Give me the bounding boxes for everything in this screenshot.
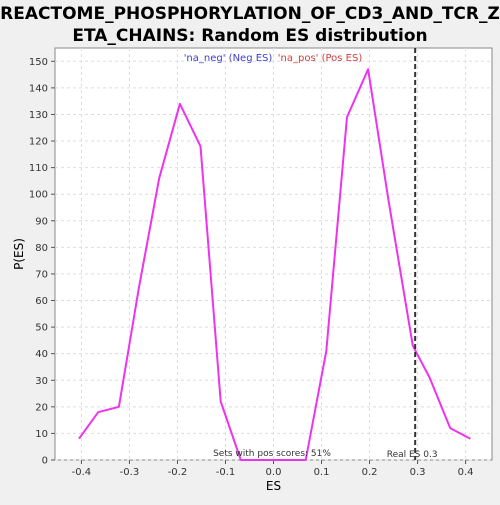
x-tick-label: -0.1 bbox=[216, 467, 236, 478]
x-tick-label: -0.4 bbox=[72, 467, 92, 478]
chart-title-line: ETA_CHAINS: Random ES distribution bbox=[72, 26, 427, 46]
y-tick-label: 30 bbox=[35, 376, 48, 387]
y-tick-label: 110 bbox=[29, 163, 48, 174]
y-tick-label: 70 bbox=[35, 269, 48, 280]
x-tick-label: 0.4 bbox=[458, 467, 474, 478]
y-tick-label: 60 bbox=[35, 296, 48, 307]
y-tick-label: 20 bbox=[35, 402, 48, 413]
y-axis-label: P(ES) bbox=[12, 238, 26, 270]
y-tick-label: 40 bbox=[35, 349, 48, 360]
pos-scores-annotation: Sets with pos scores: 51% bbox=[213, 449, 331, 459]
x-axis-label: ES bbox=[266, 479, 281, 493]
y-tick-label: 80 bbox=[35, 243, 48, 254]
chart-title-line: REACTOME_PHOSPHORYLATION_OF_CD3_AND_TCR_… bbox=[0, 4, 500, 24]
real-es-label: Real ES 0.3 bbox=[387, 450, 438, 460]
y-tick-label: 10 bbox=[35, 429, 48, 440]
legend-entry-pos: 'na_pos' (Pos ES) bbox=[278, 53, 363, 64]
x-tick-label: 0.2 bbox=[362, 467, 378, 478]
y-tick-label: 90 bbox=[35, 216, 48, 227]
x-tick-label: -0.3 bbox=[120, 467, 140, 478]
y-tick-label: 100 bbox=[29, 190, 48, 201]
y-tick-label: 50 bbox=[35, 323, 48, 334]
x-tick-label: 0.1 bbox=[314, 467, 330, 478]
x-tick-label: 0.3 bbox=[410, 467, 426, 478]
y-tick-label: 130 bbox=[29, 110, 48, 121]
legend-entry-neg: 'na_neg' (Neg ES) bbox=[184, 53, 273, 64]
y-tick-label: 150 bbox=[29, 57, 48, 68]
y-tick-label: 120 bbox=[29, 137, 48, 148]
x-tick-label: -0.2 bbox=[168, 467, 188, 478]
y-tick-label: 0 bbox=[42, 456, 48, 467]
x-tick-label: 0.0 bbox=[266, 467, 282, 478]
y-tick-label: 140 bbox=[29, 83, 48, 94]
